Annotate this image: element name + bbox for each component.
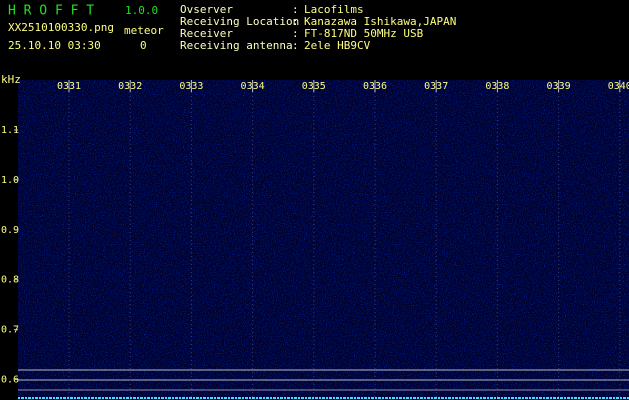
- freq-label: 0.8: [1, 275, 19, 286]
- freq-label: 0.7: [1, 325, 19, 336]
- info-label: Receiving antenna: [180, 39, 293, 52]
- app-version: 1.0.0: [125, 4, 158, 17]
- file-name: XX2510100330.png: [8, 21, 114, 34]
- time-label: 0338: [485, 81, 509, 92]
- info-label: Receiving Location: [180, 15, 299, 28]
- time-label: 0334: [241, 81, 265, 92]
- freq-unit: kHz: [1, 73, 21, 86]
- app-name: H R O F F T: [8, 4, 94, 19]
- datetime: 25.10.10 03:30: [8, 39, 101, 52]
- freq-label: 1.0: [1, 175, 19, 186]
- info-separator: :: [292, 39, 299, 52]
- meteor-label: meteor: [124, 24, 164, 37]
- time-label: 0336: [363, 81, 387, 92]
- info-separator: :: [292, 27, 299, 40]
- time-label: 0340: [608, 81, 629, 92]
- meteor-count: 0: [140, 39, 147, 52]
- info-value: Lacofilms: [304, 3, 364, 16]
- info-value: 2ele HB9CV: [304, 39, 371, 52]
- freq-label: 0.9: [1, 225, 19, 236]
- freq-label: 1.1: [1, 125, 19, 136]
- info-label: Ovserver: [180, 3, 233, 16]
- freq-label: 0.6: [1, 375, 19, 386]
- time-label: 0332: [118, 81, 142, 92]
- spectrogram-noise: [18, 80, 629, 400]
- info-value: Kanazawa Ishikawa,JAPAN: [304, 15, 456, 28]
- time-label: 0335: [302, 81, 326, 92]
- info-separator: :: [292, 3, 299, 16]
- time-label: 0339: [547, 81, 571, 92]
- info-label: Receiver: [180, 27, 233, 40]
- time-label: 0337: [424, 81, 448, 92]
- time-label: 0331: [57, 81, 81, 92]
- info-separator: :: [292, 15, 299, 28]
- info-value: FT-817ND 50MHz USB: [304, 27, 424, 40]
- time-label: 0333: [179, 81, 203, 92]
